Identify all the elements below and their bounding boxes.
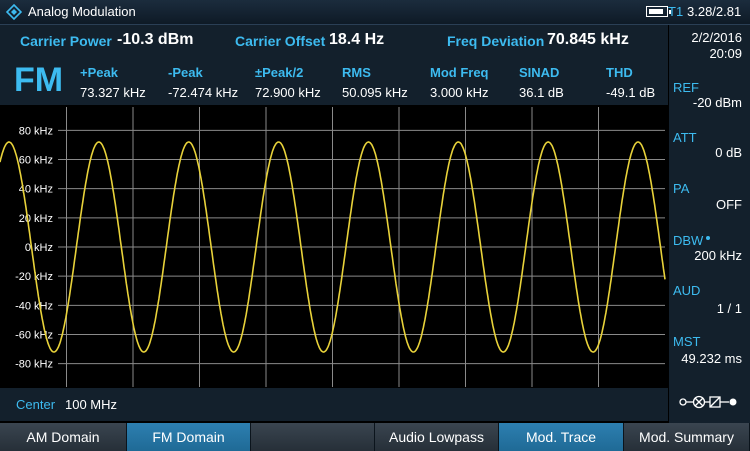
mod-freq-label: Mod Freq xyxy=(430,65,489,80)
rms-label: RMS xyxy=(342,65,371,80)
y-tick-label: 0 kHz xyxy=(25,242,53,254)
plus-peak-label: +Peak xyxy=(80,65,118,80)
softkey-bar: AM Domain FM Domain Audio Lowpass Mod. T… xyxy=(0,423,750,451)
fm-demod-trace xyxy=(0,141,666,353)
carrier-offset-label: Carrier Offset xyxy=(235,33,326,49)
measurement-panel: Carrier Power -10.3 dBm Carrier Offset 1… xyxy=(0,25,668,105)
carrier-power-label: Carrier Power xyxy=(20,33,112,49)
aud-value[interactable]: 1 / 1 xyxy=(716,301,742,316)
peak-half-value: 72.900 kHz xyxy=(255,85,321,100)
app-title: Analog Modulation xyxy=(28,4,136,19)
battery-icon xyxy=(646,6,671,17)
aud-label[interactable]: AUD xyxy=(673,283,701,298)
title-bar: Analog Modulation T1 3.28/2.81 xyxy=(0,0,750,25)
softkey-mod-summary[interactable]: Mod. Summary xyxy=(624,423,750,451)
y-tick-label: -20 kHz xyxy=(15,271,53,283)
freq-deviation-value: 70.845 kHz xyxy=(547,31,629,48)
thd-label: THD xyxy=(606,65,633,80)
sinad-label: SINAD xyxy=(519,65,560,80)
pa-value[interactable]: OFF xyxy=(716,197,742,212)
y-tick-label: -80 kHz xyxy=(15,359,53,371)
thd-value: -49.1 dB xyxy=(606,85,656,100)
y-tick-label: 40 kHz xyxy=(19,184,53,196)
modulation-mode: FM xyxy=(14,61,64,99)
y-tick-label: 60 kHz xyxy=(19,155,53,167)
minus-peak-label: -Peak xyxy=(168,65,203,80)
dbw-label[interactable]: DBW xyxy=(673,233,711,248)
rms-value: 50.095 kHz xyxy=(342,85,408,100)
mst-value[interactable]: 49.232 ms xyxy=(681,351,742,366)
rohde-schwarz-logo-icon xyxy=(6,4,22,20)
y-tick-label: 80 kHz xyxy=(19,125,53,137)
carrier-power-value: -10.3 dBm xyxy=(117,31,194,48)
carrier-offset-value: 18.4 Hz xyxy=(329,31,385,48)
trace-graph[interactable]: 80 kHz 60 kHz 40 kHz 20 kHz 0 kHz -20 kHz -40 … xyxy=(0,107,668,387)
modulation-trace-plot[interactable]: 80 kHz 60 kHz 40 kHz 20 kHz 0 kHz -20 kHz -40 … xyxy=(0,107,668,387)
pa-label[interactable]: PA xyxy=(673,181,690,196)
att-value[interactable]: 0 dB xyxy=(715,145,742,160)
att-label[interactable]: ATT xyxy=(673,130,697,145)
firmware-version: 3.28/2.81 xyxy=(687,4,742,19)
minus-peak-value: -72.474 kHz xyxy=(168,85,239,100)
plus-peak-value: 73.327 kHz xyxy=(80,85,146,100)
date-display: 2/2/2016 xyxy=(691,30,742,45)
softkey-empty[interactable] xyxy=(251,423,375,451)
softkey-fm-domain[interactable]: FM Domain xyxy=(127,423,251,451)
trace-indicator: T1 xyxy=(668,4,684,19)
y-tick-label: 20 kHz xyxy=(19,213,53,225)
y-tick-label: -60 kHz xyxy=(15,330,53,342)
softkey-audio-lowpass[interactable]: Audio Lowpass xyxy=(375,423,499,451)
center-frequency-bar: Center 100 MHz xyxy=(0,388,668,421)
softkey-am-domain[interactable]: AM Domain xyxy=(0,423,127,451)
signal-path-icon xyxy=(679,395,737,409)
center-value[interactable]: 100 MHz xyxy=(65,397,118,412)
y-tick-label: -40 kHz xyxy=(15,300,53,312)
mod-freq-value: 3.000 kHz xyxy=(430,85,489,100)
settings-sidebar: 2/2/2016 20:09 REF -20 dBm ATT 0 dB PA O… xyxy=(669,25,750,423)
ref-value[interactable]: -20 dBm xyxy=(692,95,742,110)
auto-dot-icon xyxy=(706,235,711,240)
freq-deviation-label: Freq Deviation xyxy=(447,33,545,49)
dbw-label-text: DBW xyxy=(673,233,704,248)
time-display: 20:09 xyxy=(709,46,742,61)
sinad-value: 36.1 dB xyxy=(519,85,564,100)
softkey-mod-trace[interactable]: Mod. Trace xyxy=(499,423,624,451)
ref-label[interactable]: REF xyxy=(673,80,699,95)
peak-half-label: ±Peak/2 xyxy=(255,65,304,80)
center-label: Center xyxy=(16,397,56,412)
dbw-value[interactable]: 200 kHz xyxy=(694,248,742,263)
mst-label[interactable]: MST xyxy=(673,334,701,349)
